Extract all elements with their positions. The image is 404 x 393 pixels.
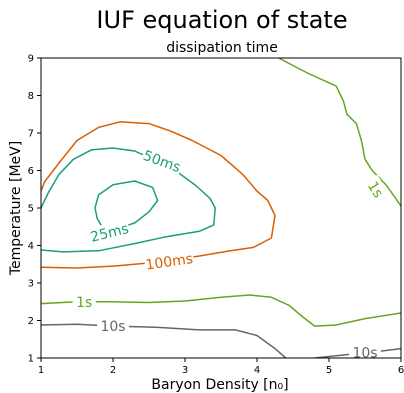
contour-label-group-1: 50ms: [140, 145, 185, 176]
contour-label-group-6: 10s: [349, 343, 381, 361]
y-tick-label-2: 3: [28, 279, 34, 290]
y-tick-label-0: 1: [28, 354, 34, 365]
contour-label-10s-6: 10s: [352, 345, 377, 361]
y-tick-label-3: 4: [28, 241, 34, 252]
y-tick-label-8: 9: [28, 54, 34, 65]
x-tick-label-0: 1: [38, 365, 44, 376]
contour-label-group-4: 1s: [362, 174, 390, 204]
y-axis-label: Temperature [MeV]: [8, 141, 24, 276]
x-tick-label-4: 5: [326, 365, 332, 376]
contour-label-25ms-0: 25ms: [89, 221, 130, 246]
y-tick-label-4: 5: [28, 204, 34, 215]
y-tick-label-7: 8: [28, 91, 34, 102]
x-tick-label-5: 6: [398, 365, 404, 376]
contour-line-10s-5: [41, 323, 287, 358]
contour-label-group-5: 10s: [97, 317, 129, 335]
y-tick-label-6: 7: [28, 129, 34, 140]
contour-line-100ms-2: [41, 121, 276, 269]
chart-title: IUF equation of state: [96, 6, 347, 34]
contour-lines: [41, 58, 401, 358]
x-tick-label-1: 2: [110, 365, 116, 376]
x-tick-label-2: 3: [182, 365, 188, 376]
y-tick-label-5: 6: [28, 166, 34, 177]
contour-label-1s-3: 1s: [76, 295, 92, 311]
plot-area: 25ms 50ms 100ms 1s 1s 10s 10s 1 2 3 4 5 6 1 2 3 4 5 6 7 8 9: [28, 54, 404, 377]
x-axis-label: Baryon Density [n₀]: [151, 377, 288, 393]
contour-line-1s-3: [41, 294, 401, 327]
contour-label-1s-4: 1s: [364, 179, 386, 201]
contour-line-50ms-1: [41, 147, 216, 253]
contour-label-group-2: 100ms: [143, 248, 195, 274]
x-tick-label-3: 4: [254, 365, 260, 376]
chart-subtitle: dissipation time: [166, 40, 278, 56]
y-tick-label-1: 2: [28, 316, 34, 327]
contour-label-group-3: 1s: [72, 292, 96, 311]
contour-label-10s-5: 10s: [100, 319, 125, 335]
contour-label-100ms-2: 100ms: [145, 251, 194, 273]
contour-label-group-0: 25ms: [87, 218, 131, 246]
